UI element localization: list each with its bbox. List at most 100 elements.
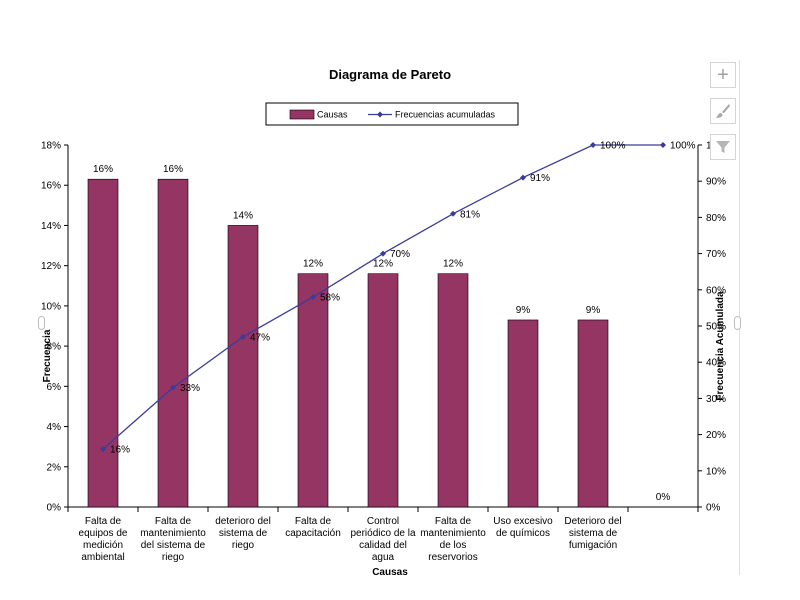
cumulative-point <box>310 294 316 301</box>
x-tick-label-line: sistema de <box>569 528 618 539</box>
y-tick-label: 10% <box>41 301 61 312</box>
x-tick-label: Uso excesivo de químicos <box>493 516 553 539</box>
plus-icon: + <box>717 64 729 86</box>
cumulative-point <box>170 384 176 391</box>
filter-icon <box>714 138 732 156</box>
y2-tick-label: 90% <box>706 177 726 188</box>
x-tick-label-line: Falta de <box>155 516 192 527</box>
cumulative-line <box>100 142 666 453</box>
bar <box>507 319 539 508</box>
cumulative-point <box>590 142 596 148</box>
x-tick-label-line: periódico de la <box>350 528 415 539</box>
x-tick-label-line: mantenimiento <box>140 528 206 539</box>
legend-label-bar: Causas <box>317 110 348 120</box>
chart-side-toolbar: + <box>708 62 738 160</box>
y-tick-label: 16% <box>41 181 61 192</box>
bar-value-label: 16% <box>93 164 113 175</box>
x-tick-label-line: Falta de <box>435 516 472 527</box>
bar-value-label: 12% <box>443 259 463 270</box>
legend-swatch-bar <box>289 109 315 120</box>
y-tick-label: 2% <box>47 462 62 473</box>
chart-filters-button[interactable] <box>710 134 736 160</box>
x-tick-label-line: deterioro del <box>215 516 271 527</box>
x-tick-label-line: riego <box>162 552 185 563</box>
y-tick-label: 6% <box>47 382 62 393</box>
x-tick-label-line: agua <box>372 552 395 563</box>
x-tick-label-line: Falta de <box>295 516 332 527</box>
bar <box>87 178 119 508</box>
x-tick-label: Falta de mantenimiento de los reservorios <box>420 516 486 563</box>
y2-axis-label: Frecuencia Acumulada <box>715 291 726 401</box>
chart-styles-button[interactable] <box>710 98 736 124</box>
y-tick-label: 18% <box>41 141 61 152</box>
x-tick-label: Deterioro del sistema de fumigación <box>564 516 621 551</box>
cumulative-value-label: 70% <box>390 249 410 260</box>
x-tick-label-line: mantenimiento <box>420 528 486 539</box>
y2-tick-label: 10% <box>706 466 726 477</box>
cumulative-value-label: 47% <box>250 332 270 343</box>
cumulative-value-label: 100% <box>670 141 696 152</box>
axes: 0% 2% 4% 6% 8% 10% 12% 14% 16% 18% 0% 10% 20% 30% 40% 5… <box>41 141 732 564</box>
bar <box>227 225 259 508</box>
x-tick-label: Control periódico de la calidad del agua <box>350 516 415 563</box>
chart-title: Diagrama de Pareto <box>329 67 451 82</box>
x-tick-label-line: fumigación <box>569 540 617 551</box>
bar-value-label: 9% <box>516 305 531 316</box>
bar <box>297 273 329 508</box>
cumulative-point <box>520 174 526 181</box>
cumulative-value-label: 33% <box>180 383 200 394</box>
y2-tick-label: 60% <box>706 285 726 296</box>
cumulative-point <box>380 250 386 257</box>
y-tick-label: 12% <box>41 261 61 272</box>
bar <box>157 178 189 508</box>
cumulative-point <box>240 333 246 340</box>
bar-value-label: 12% <box>303 259 323 270</box>
x-tick-label-line: riego <box>232 540 255 551</box>
x-tick-label-line: capacitación <box>285 528 341 539</box>
legend-marker-line <box>377 111 383 118</box>
resize-handle-right[interactable] <box>734 316 741 330</box>
x-tick-label: Falta de mantenimiento del sistema de riego <box>140 516 206 563</box>
x-tick-label: Falta de capacitación <box>285 516 341 539</box>
y-tick-label: 0% <box>47 503 62 514</box>
y-tick-label: 8% <box>47 342 62 353</box>
bar-value-label: 12% <box>373 259 393 270</box>
x-tick-label-line: Falta de <box>85 516 122 527</box>
bar <box>437 273 469 508</box>
bar-value-label: 16% <box>163 164 183 175</box>
y2-tick-label: 20% <box>706 430 726 441</box>
x-tick-label-line: sistema de <box>219 528 268 539</box>
y2-tick-label: 40% <box>706 358 726 369</box>
y2-tick-label: 0% <box>706 503 721 514</box>
cumulative-point <box>660 142 666 148</box>
y-tick-label: 4% <box>47 422 62 433</box>
brush-icon <box>714 102 732 120</box>
x-axis-label: Causas <box>372 567 408 578</box>
cumulative-point <box>450 210 456 217</box>
y2-tick-label: 80% <box>706 213 726 224</box>
y-axis-label: Frecuencia <box>42 329 53 382</box>
cumulative-value-label: 81% <box>460 209 480 220</box>
x-tick-label-line: medición <box>83 540 123 551</box>
x-tick-label-line: Uso excesivo <box>493 516 553 527</box>
legend-label-line: Frecuencias acumuladas <box>395 110 496 120</box>
bars <box>87 178 609 508</box>
cumulative-point <box>100 446 106 453</box>
y2-tick-label: 70% <box>706 249 726 260</box>
legend: Causas Frecuencias acumuladas <box>265 102 519 126</box>
add-chart-element-button[interactable]: + <box>710 62 736 88</box>
data-labels: 16% 16% 14% 12% 12% 12% 9% 9% 0% 16% 33% 47% 58% 70% 8… <box>93 141 696 504</box>
x-tick-label-line: Control <box>367 516 399 527</box>
x-tick-label-line: reservorios <box>428 552 477 563</box>
x-tick-label-line: Deterioro del <box>564 516 621 527</box>
bar-value-label: 14% <box>233 210 253 221</box>
bar-value-label: 9% <box>586 305 601 316</box>
x-tick-label-line: de los <box>440 540 467 551</box>
resize-handle-left[interactable] <box>38 316 45 330</box>
y-tick-label: 14% <box>41 221 61 232</box>
bar <box>577 319 609 508</box>
x-tick-label-line: equipos de <box>79 528 128 539</box>
x-tick-label-line: de químicos <box>496 528 550 539</box>
x-tick-label-line: del sistema de <box>141 540 206 551</box>
